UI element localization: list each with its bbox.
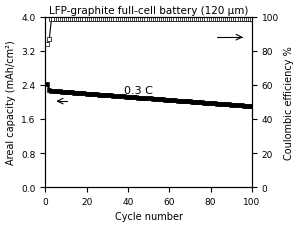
Text: 0.3 C: 0.3 C xyxy=(124,85,153,95)
Title: LFP-graphite full-cell battery (120 μm): LFP-graphite full-cell battery (120 μm) xyxy=(49,5,248,15)
Y-axis label: Coulombic efficiency %: Coulombic efficiency % xyxy=(284,46,294,159)
X-axis label: Cycle number: Cycle number xyxy=(115,212,183,222)
Y-axis label: Areal capacity (mAh/cm²): Areal capacity (mAh/cm²) xyxy=(6,40,16,165)
